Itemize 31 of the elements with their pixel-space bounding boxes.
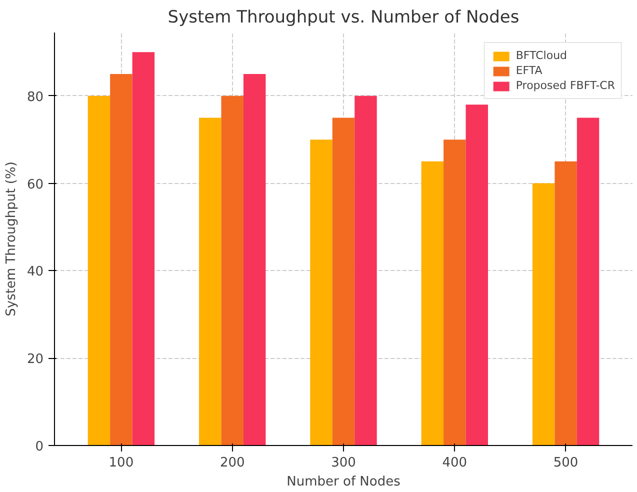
y-tick-label: 0 bbox=[35, 440, 44, 454]
bar bbox=[532, 183, 555, 446]
bar bbox=[199, 118, 222, 446]
bar bbox=[466, 104, 488, 446]
y-tick-label: 40 bbox=[26, 264, 44, 280]
bar bbox=[132, 52, 155, 446]
y-axis-title: System Throughput (%) bbox=[4, 162, 19, 316]
y-tick-label: 20 bbox=[26, 352, 44, 368]
chart-title: System Throughput vs. Number of Nodes bbox=[168, 8, 520, 28]
legend-label: EFTA bbox=[516, 64, 542, 77]
bar bbox=[421, 161, 444, 446]
x-tick-label: 100 bbox=[108, 456, 134, 470]
x-axis-title: Number of Nodes bbox=[286, 474, 401, 490]
bar bbox=[554, 161, 577, 446]
y-tick-label: 60 bbox=[26, 177, 44, 192]
bar bbox=[110, 74, 132, 446]
x-tick-label: 400 bbox=[442, 456, 468, 470]
x-tick-label: 200 bbox=[220, 456, 245, 470]
legend-label: BFTCloud bbox=[516, 49, 568, 62]
bar bbox=[354, 96, 377, 446]
bar bbox=[310, 140, 332, 446]
legend-label: Proposed FBFT-CR bbox=[516, 79, 615, 92]
bar bbox=[444, 140, 466, 446]
bar bbox=[332, 118, 355, 446]
x-tick-label: 500 bbox=[553, 456, 578, 470]
bar bbox=[243, 74, 266, 446]
y-tick-label: 80 bbox=[26, 90, 44, 105]
x-tick-label: 300 bbox=[331, 456, 356, 470]
bar bbox=[88, 96, 110, 446]
bar bbox=[576, 118, 600, 446]
bar bbox=[221, 96, 244, 446]
